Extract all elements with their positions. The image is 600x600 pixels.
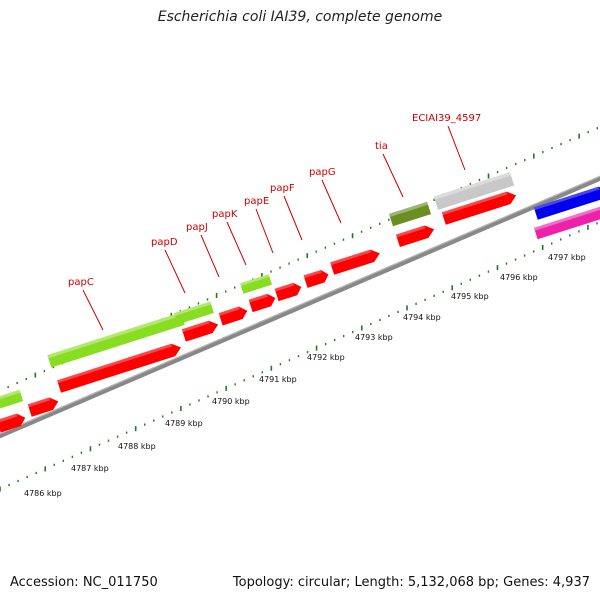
- cds-arrow: [0, 413, 26, 433]
- gene-label-papd: papD: [151, 237, 178, 248]
- cds-arrow: [27, 397, 59, 417]
- scale-label: 4788 kbp: [118, 442, 156, 451]
- scale-label: 4790 kbp: [212, 397, 250, 406]
- cds-arrow: [57, 343, 181, 393]
- backbone-line: [0, 175, 600, 439]
- feature-tracks: [0, 172, 600, 433]
- leader-line: [382, 153, 404, 198]
- leader-line: [226, 221, 247, 266]
- cds-arrow: [274, 282, 302, 302]
- leader-line: [200, 234, 220, 278]
- scale-label: 4787 kbp: [71, 464, 109, 473]
- gene-label-papg: papG: [309, 167, 336, 178]
- leader-line: [283, 195, 303, 241]
- backbone-highlight: [0, 175, 600, 435]
- leader-line: [255, 208, 274, 254]
- leader-line: [164, 249, 186, 294]
- scale-label: 4795 kbp: [451, 292, 489, 301]
- cds-arrow: [395, 225, 435, 247]
- gene-bar-ECIAI39-4597: [433, 172, 515, 210]
- scale-label: 4786 kbp: [24, 489, 62, 498]
- leader-line: [321, 179, 342, 224]
- lower-tick-row: [0, 222, 598, 492]
- gene-label-pape: papE: [244, 196, 269, 207]
- scale-label: 4792 kbp: [307, 353, 345, 362]
- scale-label: 4793 kbp: [355, 333, 393, 342]
- scale-label: 4796 kbp: [500, 273, 538, 282]
- cds-arrow: [303, 269, 329, 288]
- cds-arrow: [248, 293, 276, 313]
- cds-arrow-blue: [533, 186, 600, 220]
- leader-line: [82, 289, 104, 331]
- scale-label: 4791 kbp: [259, 375, 297, 384]
- scale-label: 4797 kbp: [548, 253, 586, 262]
- cds-arrow: [441, 191, 517, 225]
- gene-label-eciai39-4597: ECIAI39_4597: [412, 113, 481, 124]
- cds-arrow: [218, 306, 248, 326]
- gene-label-papj: papJ: [186, 222, 208, 233]
- accession-text: Accession: NC_011750: [10, 575, 158, 590]
- scale-labels: 4786 kbp 4787 kbp 4788 kbp 4789 kbp 4790 kbp…: [24, 253, 586, 498]
- gene-label-papf: papF: [270, 183, 295, 194]
- gene-bar-papE: [240, 274, 272, 294]
- gene-bar-papC: [47, 312, 185, 368]
- label-leaders: [82, 125, 466, 331]
- gene-bar-lime: [0, 389, 24, 411]
- cds-arrow: [330, 249, 380, 275]
- gene-label-papc: papC: [68, 277, 94, 288]
- leader-line: [447, 125, 466, 171]
- gene-bar-magenta: [533, 204, 600, 240]
- genome-stats-text: Topology: circular; Length: 5,132,068 bp…: [232, 575, 590, 590]
- genome-backbone: [0, 175, 600, 439]
- scale-label: 4794 kbp: [403, 313, 441, 322]
- cds-arrow: [181, 320, 219, 342]
- gene-label-papk: papK: [212, 209, 238, 220]
- gene-label-tia: tia: [375, 141, 388, 152]
- map-title: Escherichia coli IAI39, complete genome: [157, 9, 443, 25]
- gene-bar-tia: [388, 201, 432, 227]
- scale-label: 4789 kbp: [165, 419, 203, 428]
- gene-bar-papD: [174, 301, 214, 325]
